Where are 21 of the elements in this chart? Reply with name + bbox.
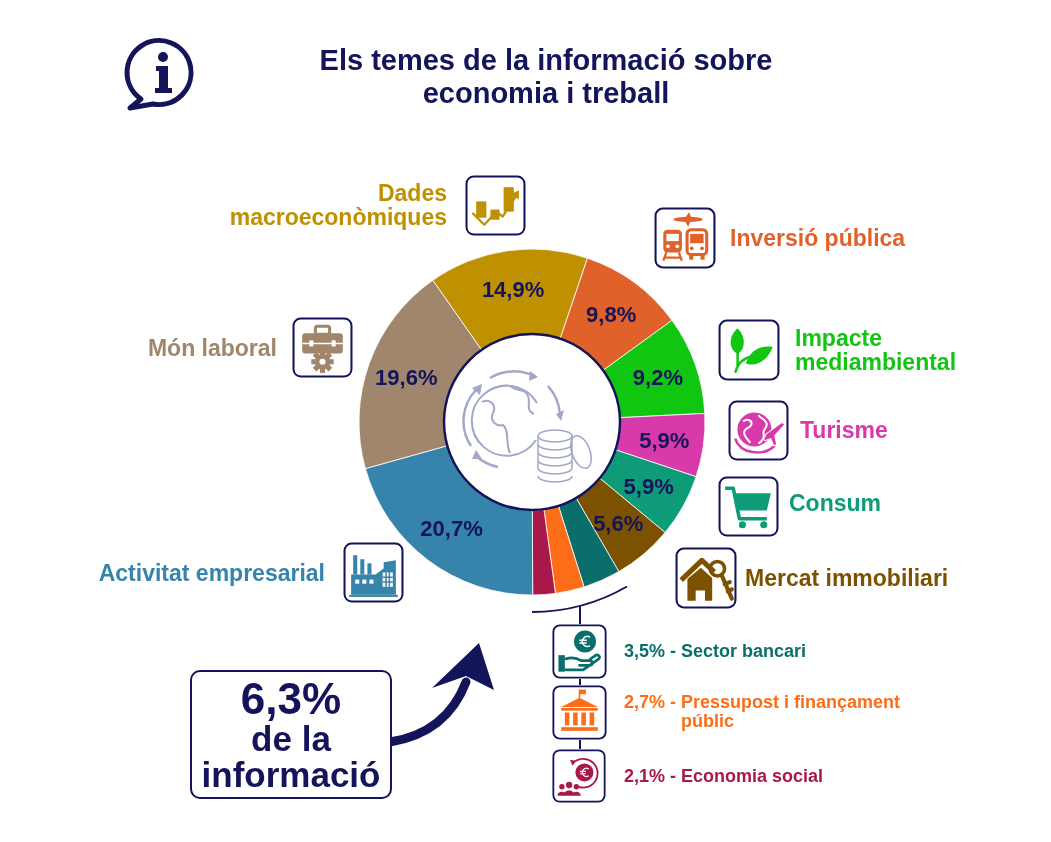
legend-label: 2,1% - Economia social: [624, 765, 824, 786]
data-label: 5,9%: [623, 474, 674, 500]
legend-label: Impacte mediambiental: [795, 325, 958, 375]
chart-title: Els temes de la informació sobre economia i treball: [318, 44, 774, 110]
data-label: 14,9%: [481, 277, 545, 303]
legend-label: Consum: [789, 490, 881, 516]
data-label: 5,9%: [639, 427, 690, 453]
data-label: 5,6%: [593, 511, 644, 537]
legend-label: Inversió pública: [730, 225, 906, 251]
legend-label: 3,5% - Sector bancari: [624, 640, 807, 661]
data-label: 9,2%: [632, 365, 683, 391]
data-label: 19,6%: [375, 364, 438, 390]
slice-label: Món laboral: [147, 335, 277, 361]
slice-label: Activitat empresarial: [98, 560, 325, 586]
text: 6,3% de la informació: [200, 673, 382, 794]
legend-label: Turisme: [800, 417, 888, 443]
legend-label: Mercat immobiliari: [745, 565, 949, 591]
legend-label: 2,7% - Pressupost i finançament públic: [624, 692, 902, 731]
data-label: 9,8%: [586, 301, 637, 327]
data-label: 20,7%: [420, 516, 483, 542]
slice-label: Dades macroeconòmiques: [228, 180, 447, 230]
